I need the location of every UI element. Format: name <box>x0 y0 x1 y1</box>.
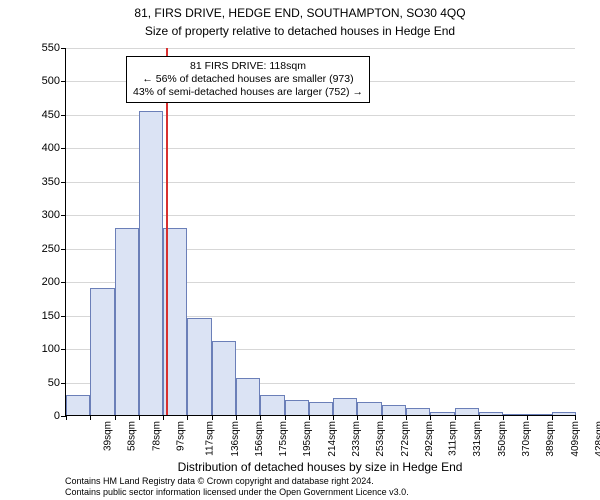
ytick-label: 450 <box>10 109 60 121</box>
histogram-bar <box>552 412 576 415</box>
xtick-label: 409sqm <box>570 421 581 457</box>
histogram-bar <box>90 288 114 415</box>
ytick-label: 550 <box>10 42 60 54</box>
histogram-bar <box>357 402 381 415</box>
property-info-box: 81 FIRS DRIVE: 118sqm← 56% of detached h… <box>126 56 370 103</box>
xtick-mark <box>479 415 480 420</box>
xtick-mark <box>357 415 358 420</box>
histogram-bar <box>309 402 333 415</box>
ytick-label: 0 <box>10 410 60 422</box>
ytick-label: 250 <box>10 243 60 255</box>
xtick-label: 136sqm <box>230 421 241 457</box>
ytick-mark <box>61 383 66 384</box>
xtick-mark <box>503 415 504 420</box>
footer-line-2: Contains public sector information licen… <box>65 487 590 498</box>
xtick-mark <box>187 415 188 420</box>
ytick-mark <box>61 115 66 116</box>
xtick-mark <box>406 415 407 420</box>
xtick-mark <box>382 415 383 420</box>
plot-area: 39sqm58sqm78sqm97sqm117sqm136sqm156sqm17… <box>65 48 575 416</box>
histogram-bar <box>455 408 479 415</box>
ytick-mark <box>61 148 66 149</box>
ytick-mark <box>61 215 66 216</box>
ytick-label: 200 <box>10 276 60 288</box>
xtick-label: 156sqm <box>254 421 265 457</box>
ytick-mark <box>61 316 66 317</box>
ytick-mark <box>61 349 66 350</box>
xtick-mark <box>236 415 237 420</box>
xtick-label: 292sqm <box>424 421 435 457</box>
ytick-mark <box>61 282 66 283</box>
histogram-bar <box>406 408 430 415</box>
xtick-mark <box>139 415 140 420</box>
xtick-mark <box>333 415 334 420</box>
xtick-label: 233sqm <box>351 421 362 457</box>
xtick-label: 175sqm <box>278 421 289 457</box>
histogram-bar <box>139 111 163 415</box>
xtick-label: 39sqm <box>103 421 114 451</box>
xtick-mark <box>115 415 116 420</box>
xtick-mark <box>430 415 431 420</box>
histogram-chart: 81, FIRS DRIVE, HEDGE END, SOUTHAMPTON, … <box>0 0 600 500</box>
histogram-bar <box>115 228 139 415</box>
histogram-bar <box>66 395 90 415</box>
ytick-label: 100 <box>10 343 60 355</box>
xtick-label: 370sqm <box>521 421 532 457</box>
xtick-label: 331sqm <box>473 421 484 457</box>
xtick-mark <box>527 415 528 420</box>
xtick-label: 78sqm <box>151 421 162 451</box>
gridline <box>66 48 575 49</box>
x-axis-label: Distribution of detached houses by size … <box>65 460 575 474</box>
xtick-label: 272sqm <box>400 421 411 457</box>
xtick-label: 350sqm <box>497 421 508 457</box>
ytick-mark <box>61 249 66 250</box>
footer-line-1: Contains HM Land Registry data © Crown c… <box>65 476 590 487</box>
chart-title-main: 81, FIRS DRIVE, HEDGE END, SOUTHAMPTON, … <box>0 6 600 20</box>
ytick-label: 400 <box>10 142 60 154</box>
xtick-mark <box>575 415 576 420</box>
ytick-label: 150 <box>10 310 60 322</box>
xtick-mark <box>212 415 213 420</box>
ytick-label: 350 <box>10 176 60 188</box>
ytick-mark <box>61 48 66 49</box>
xtick-mark <box>455 415 456 420</box>
info-box-line: 43% of semi-detached houses are larger (… <box>133 86 363 99</box>
histogram-bar <box>333 398 357 415</box>
xtick-label: 117sqm <box>205 421 216 456</box>
histogram-bar <box>527 414 551 415</box>
histogram-bar <box>212 341 236 415</box>
ytick-label: 500 <box>10 75 60 87</box>
info-box-line: 81 FIRS DRIVE: 118sqm <box>133 60 363 73</box>
xtick-mark <box>309 415 310 420</box>
histogram-bar <box>187 318 211 415</box>
chart-footer: Contains HM Land Registry data © Crown c… <box>65 476 590 498</box>
xtick-mark <box>90 415 91 420</box>
xtick-mark <box>163 415 164 420</box>
ytick-label: 300 <box>10 209 60 221</box>
xtick-label: 311sqm <box>447 421 458 456</box>
xtick-mark <box>285 415 286 420</box>
xtick-label: 389sqm <box>545 421 556 457</box>
xtick-label: 253sqm <box>375 421 386 457</box>
histogram-bar <box>503 414 527 415</box>
histogram-bar <box>285 400 309 415</box>
ytick-mark <box>61 182 66 183</box>
xtick-label: 97sqm <box>176 421 187 451</box>
histogram-bar <box>260 395 284 415</box>
xtick-mark <box>260 415 261 420</box>
histogram-bar <box>236 378 260 415</box>
xtick-label: 195sqm <box>303 421 314 457</box>
chart-title-sub: Size of property relative to detached ho… <box>0 24 600 38</box>
xtick-mark <box>66 415 67 420</box>
xtick-label: 214sqm <box>327 421 338 457</box>
xtick-mark <box>552 415 553 420</box>
ytick-label: 50 <box>10 377 60 389</box>
ytick-mark <box>61 81 66 82</box>
info-box-line: ← 56% of detached houses are smaller (97… <box>133 73 363 86</box>
histogram-bar <box>479 412 503 415</box>
histogram-bar <box>382 405 406 415</box>
xtick-label: 58sqm <box>127 421 138 451</box>
histogram-bar <box>430 412 454 415</box>
xtick-label: 428sqm <box>594 421 600 457</box>
